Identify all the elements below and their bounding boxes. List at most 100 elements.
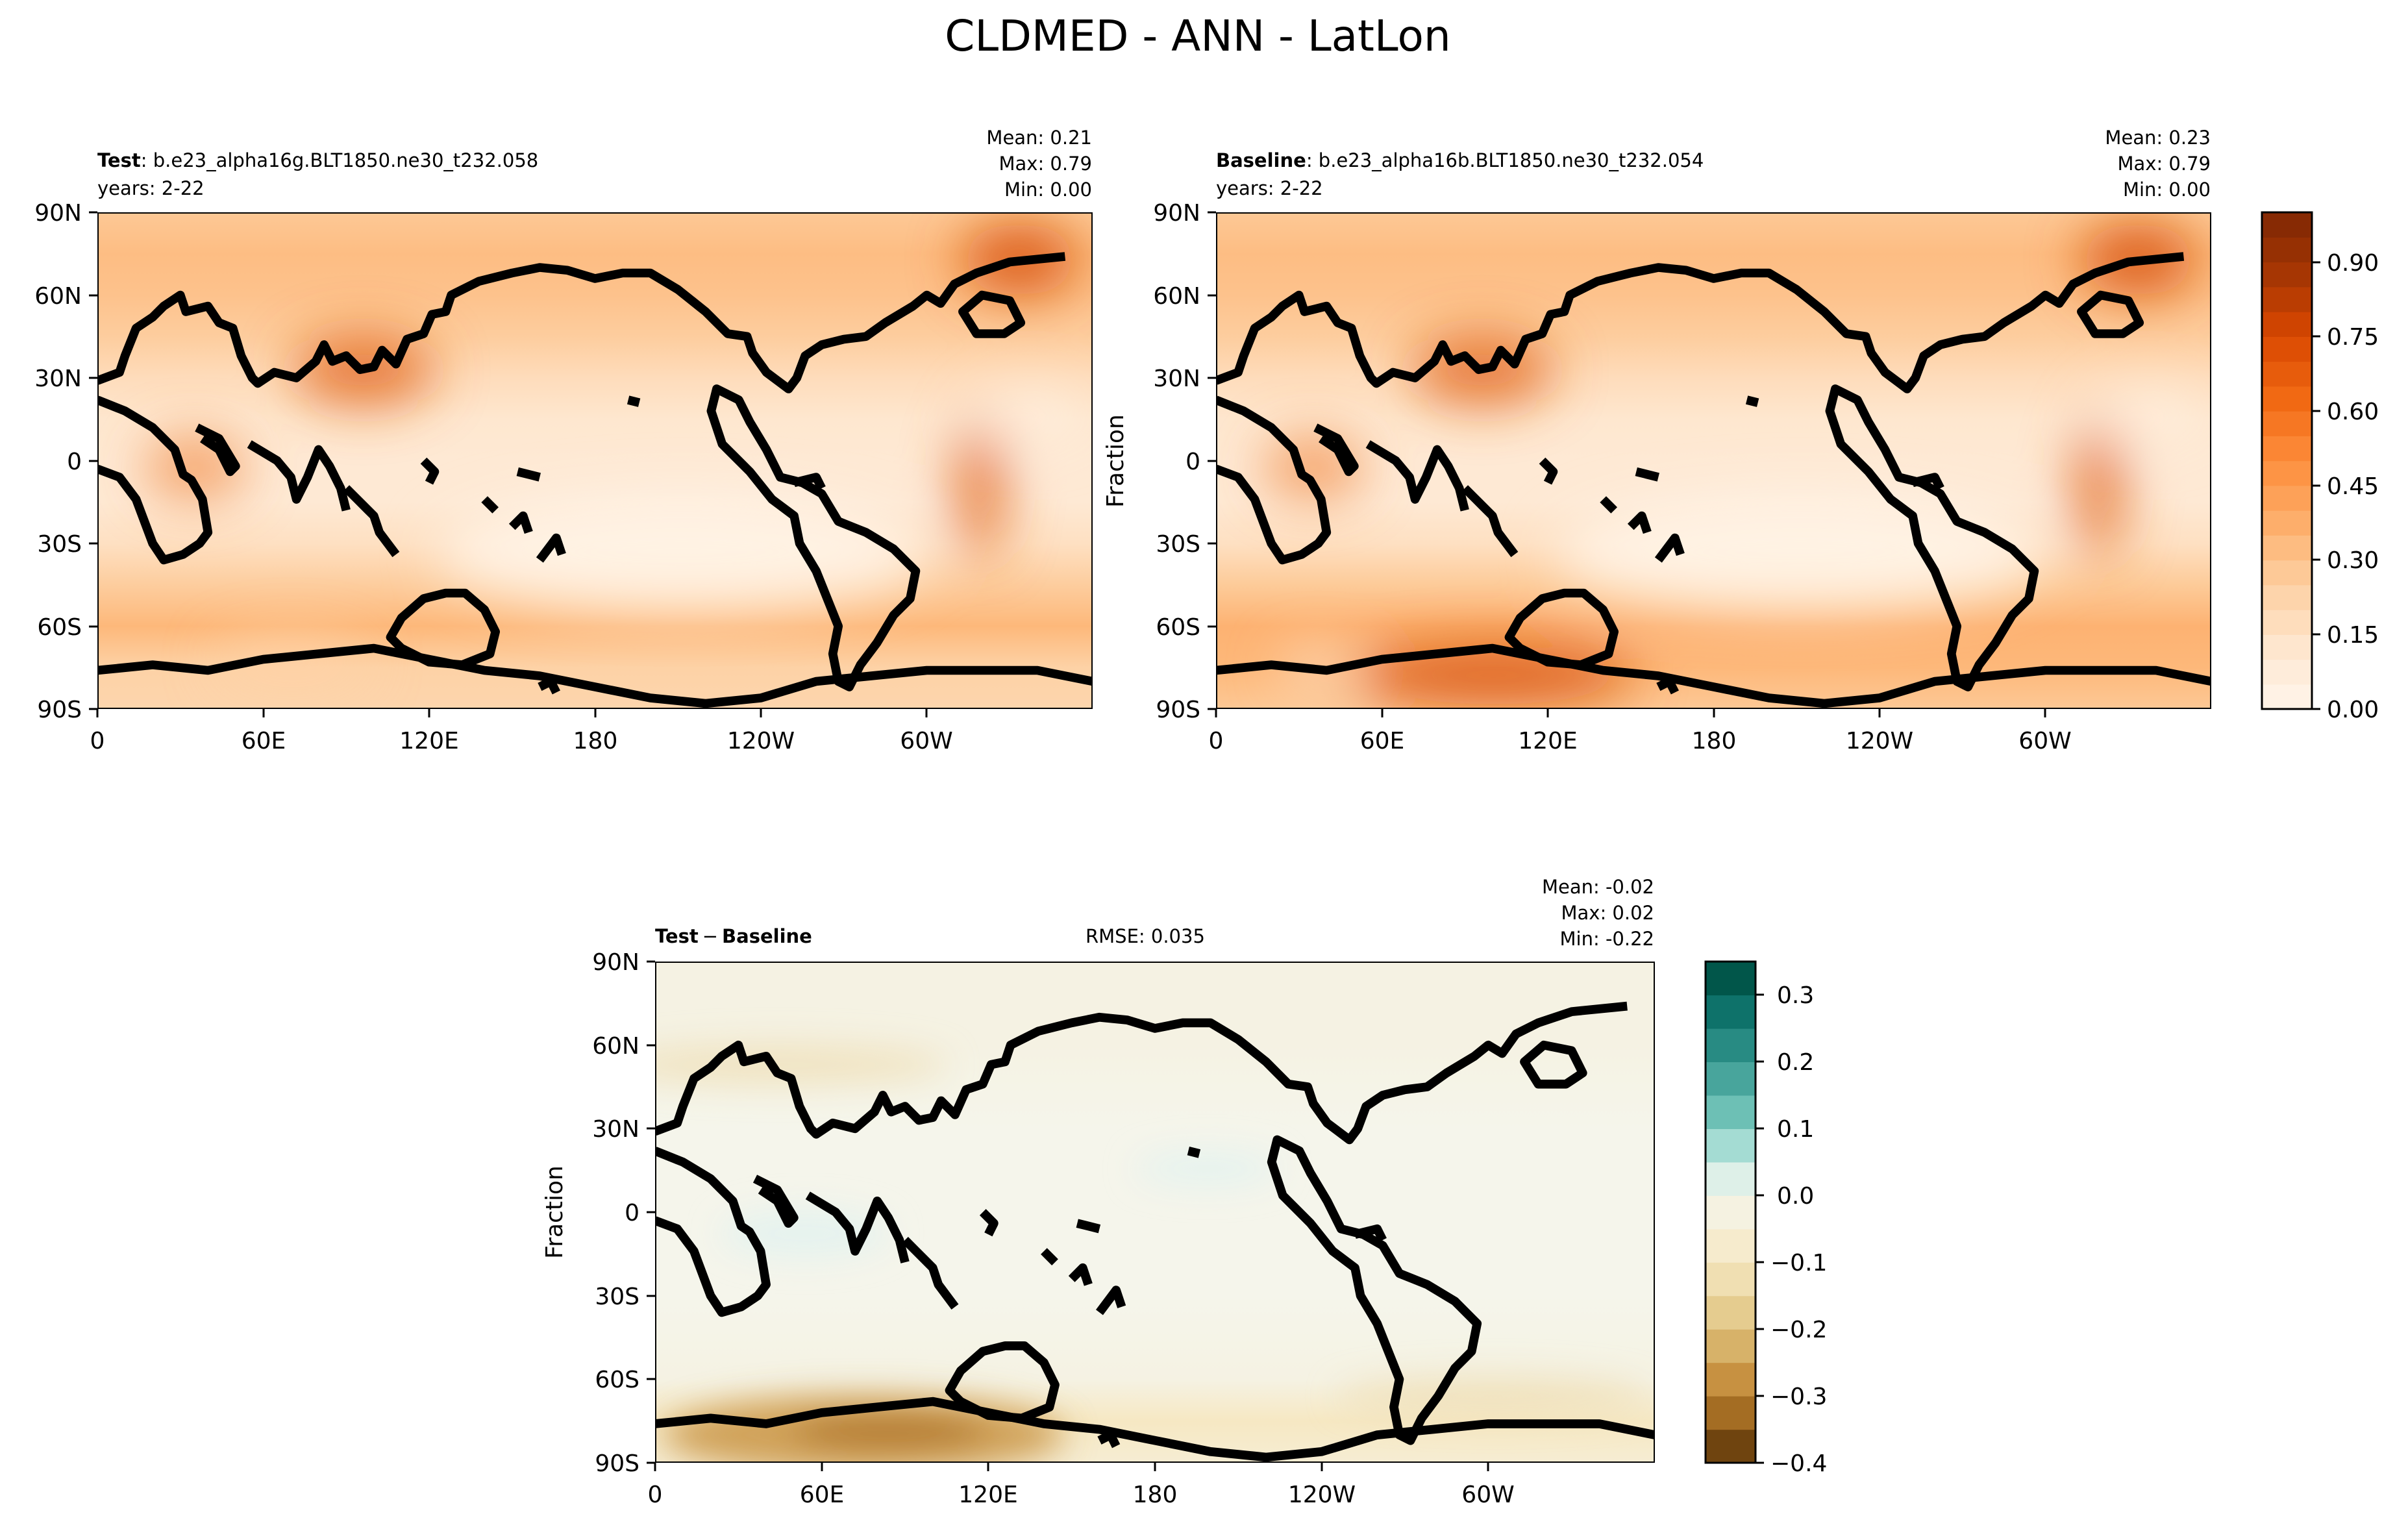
top-colorbar <box>2262 212 2312 710</box>
colorbar-level <box>1706 1162 1756 1196</box>
baseline-y-tick-label: 30N <box>1153 366 1200 392</box>
test-stat-mean: Mean: 0.21 <box>986 127 1092 149</box>
colorbar-level <box>1706 1062 1756 1096</box>
colorbar-level <box>2262 436 2312 462</box>
difference-x-ticks: 0 60E 120E 180 120W 60W <box>648 1463 1515 1508</box>
test-x-tick-label: 60E <box>242 728 286 754</box>
difference-y-tick-label: 30N <box>592 1116 639 1143</box>
baseline-x-tick-label: 120E <box>1518 728 1577 754</box>
difference-stat-mean: Mean: -0.02 <box>1542 876 1654 898</box>
difference-s-ocean-low <box>1337 1376 1649 1415</box>
test-y-ticks: 90N 60N 30N 0 30S 60S 90S <box>34 200 97 723</box>
top-colorbar-frame <box>2261 211 2313 710</box>
difference-stat-max: Max: 0.02 <box>1561 902 1654 924</box>
top-colorbar-tick-label: 0.00 <box>2327 697 2379 723</box>
difference-y-tick-label: 60S <box>595 1367 639 1393</box>
test-x-tick-label: 0 <box>90 728 105 754</box>
difference-coastlines <box>655 1001 1655 1462</box>
bottom-colorbar-tick-label: 0.2 <box>1777 1049 1814 1076</box>
colorbar-level <box>1706 1128 1756 1163</box>
test-y-tick-label: 60S <box>37 614 82 641</box>
baseline-y-tick-label: 0 <box>1185 449 1200 475</box>
colorbar-level <box>1706 1396 1756 1430</box>
difference-x-tick-label: 60E <box>800 1482 845 1508</box>
bottom-colorbar-frame <box>1704 960 1757 1464</box>
top-colorbar-tick-label: 0.75 <box>2327 324 2379 351</box>
difference-antarctic-core <box>792 1417 987 1446</box>
difference-y-tick-label: 90N <box>592 949 639 976</box>
baseline-y-tick-label: 60S <box>1156 614 1200 641</box>
colorbar-level <box>2262 485 2312 511</box>
colorbar-level <box>2262 262 2312 288</box>
baseline-y-tick-label: 90S <box>1156 697 1200 723</box>
baseline-andes-high <box>2073 416 2125 558</box>
baseline-x-tick-label: 120W <box>1846 728 1913 754</box>
difference-x-tick-label: 60W <box>1461 1482 1514 1508</box>
colorbar-level <box>2262 212 2312 238</box>
baseline-panel: Baseline: b.e23_alpha16b.BLT1850.ne30_t2… <box>1102 127 2211 754</box>
baseline-years-label: years: 2-22 <box>1216 177 1323 199</box>
colorbar-level <box>2262 386 2312 412</box>
top-colorbar-tick-label: 0.90 <box>2327 250 2379 277</box>
difference-y-tick-label: 90S <box>595 1450 639 1477</box>
difference-rmse: RMSE: 0.035 <box>1086 925 1205 947</box>
baseline-pacific-low <box>1554 493 2047 610</box>
difference-x-tick-label: 0 <box>648 1482 663 1508</box>
colorbar-level <box>2262 460 2312 486</box>
baseline-map-field <box>1216 212 2211 709</box>
figure-title: CLDMED - ANN - LatLon <box>945 11 1451 61</box>
bottom-colorbar <box>1706 962 1756 1463</box>
difference-x-tick-label: 120E <box>958 1482 1017 1508</box>
colorbar-level <box>1706 962 1756 996</box>
baseline-y-ticks: 90N 60N 30N 0 30S 60S 90S <box>1153 200 1216 723</box>
baseline-coastlines <box>1216 252 2211 708</box>
test-andes-high <box>954 416 1006 558</box>
baseline-x-tick-label: 60W <box>2018 728 2071 754</box>
difference-label-op: − <box>702 925 718 947</box>
colorbar-level <box>2262 659 2312 685</box>
top-colorbar-tick-label: 0.15 <box>2327 622 2379 649</box>
colorbar-level <box>1706 1095 1756 1129</box>
colorbar-level <box>2262 361 2312 387</box>
difference-y-tick-label: 30S <box>595 1284 639 1310</box>
top-colorbar-tick-label: 0.30 <box>2327 547 2379 574</box>
test-years-label: years: 2-22 <box>97 177 205 199</box>
baseline-atlantic-low <box>2092 390 2209 441</box>
test-x-tick-label: 120E <box>399 728 458 754</box>
bottom-colorbar-tick-label: −0.1 <box>1770 1250 1827 1276</box>
top-colorbar-ticks: 0.00 0.15 0.30 0.45 0.60 0.75 0.90 <box>2312 250 2379 723</box>
baseline-y-tick-label: 60N <box>1153 283 1200 310</box>
colorbar-level <box>2262 510 2312 536</box>
baseline-y-tick-label: 30S <box>1156 531 1200 558</box>
test-panel-label: Test: b.e23_alpha16g.BLT1850.ne30_t232.0… <box>97 149 538 171</box>
colorbar-level <box>2262 336 2312 362</box>
test-x-tick-label: 120W <box>727 728 795 754</box>
colorbar-level <box>2262 411 2312 436</box>
baseline-x-tick-label: 60E <box>1360 728 1405 754</box>
colorbar-level <box>2262 312 2312 337</box>
colorbar-level <box>1706 1262 1756 1297</box>
colorbar-level <box>1706 1195 1756 1230</box>
baseline-label-bold: Baseline <box>1216 149 1306 171</box>
colorbar-level <box>1706 1228 1756 1263</box>
difference-y-tick-label: 0 <box>625 1200 639 1226</box>
baseline-stat-max: Max: 0.79 <box>2117 153 2211 175</box>
bottom-colorbar-ticks: 0.3 0.2 0.1 0.0 −0.1 −0.2 −0.3 −0.4 <box>1756 982 1827 1477</box>
baseline-x-ticks: 0 60E 120E 180 120W 60W <box>1209 709 2072 754</box>
bottom-colorbar-tick-label: 0.1 <box>1777 1116 1814 1143</box>
baseline-y-tick-label: 90N <box>1153 200 1200 227</box>
difference-panel-label: Test − Baseline <box>655 925 812 947</box>
test-stat-max: Max: 0.79 <box>999 153 1092 175</box>
top-colorbar-tick-label: 0.45 <box>2327 473 2379 500</box>
colorbar-level <box>1706 1329 1756 1363</box>
baseline-x-tick-label: 180 <box>1692 728 1737 754</box>
bottom-colorbar-tick-label: 0.0 <box>1777 1183 1814 1210</box>
difference-x-tick-label: 120W <box>1288 1482 1356 1508</box>
test-x-tick-label: 60W <box>900 728 952 754</box>
test-panel: Test: b.e23_alpha16g.BLT1850.ne30_t232.0… <box>34 127 1093 754</box>
test-map-field <box>97 212 1093 709</box>
baseline-stat-mean: Mean: 0.23 <box>2105 127 2211 149</box>
test-label-bold: Test <box>97 149 141 171</box>
bottom-colorbar-tick-label: 0.3 <box>1777 982 1814 1009</box>
test-y-tick-label: 30N <box>34 366 82 392</box>
